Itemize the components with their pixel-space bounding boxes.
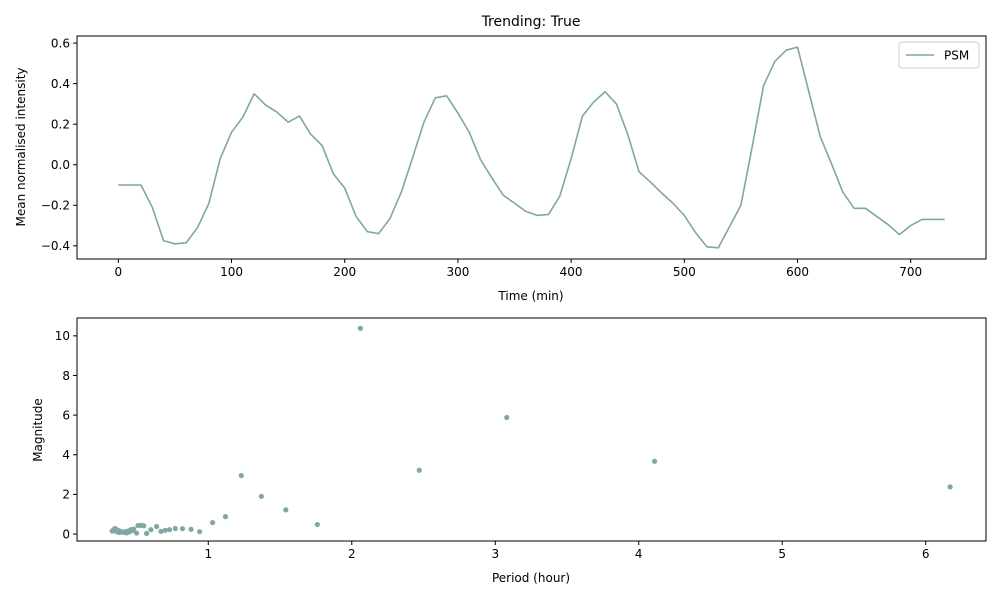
legend-entry-psm: PSM	[944, 49, 969, 63]
top-y-tick-label: −0.2	[41, 199, 70, 213]
top-x-tick-label: 400	[560, 265, 583, 279]
scatter-chart-panel: 1 2 3 4 5 6 0 2 4 6 8 10 Period (hour) Magnitude	[31, 317, 987, 585]
bottom-y-tick-label: 10	[55, 329, 70, 343]
bottom-x-tick-label: 2	[348, 547, 356, 561]
scatter-point	[416, 467, 422, 473]
scatter-point	[154, 523, 160, 530]
bottom-x-tick-label: 6	[922, 547, 930, 561]
bottom-series-layer	[109, 325, 953, 537]
top-x-tick-label: 300	[446, 265, 469, 279]
scatter-point	[143, 530, 150, 537]
top-x-tick-label: 0	[114, 265, 122, 279]
scatter-point	[283, 507, 289, 513]
scatter-point	[162, 527, 168, 533]
bottom-x-axis-label: Period (hour)	[492, 571, 570, 585]
bottom-axis-ticks: 1 2 3 4 5 6 0 2 4 6 8 10	[55, 329, 930, 561]
bottom-y-tick-label: 2	[62, 488, 70, 502]
scatter-point	[148, 527, 154, 533]
scatter-point	[651, 458, 658, 464]
bottom-y-tick-label: 6	[62, 408, 70, 422]
top-y-axis-label: Mean normalised intensity	[14, 68, 28, 227]
top-x-tick-label: 200	[333, 265, 356, 279]
scatter-point	[188, 526, 194, 532]
line-chart-panel: Trending: True 0 100 200 300 400 500 600 700 −0.…	[14, 14, 987, 303]
scatter-point	[314, 521, 320, 528]
top-axes-frame	[76, 35, 987, 260]
series-line-psm	[118, 46, 945, 249]
scatter-point	[258, 493, 264, 499]
top-series-layer	[118, 46, 945, 249]
bottom-y-tick-label: 4	[62, 448, 70, 462]
legend: PSM	[898, 41, 980, 69]
top-axis-ticks: 0 100 200 300 400 500 600 700 −0.4 −0.2 0.0 0.2 0.4 0…	[41, 36, 922, 279]
bottom-x-tick-label: 1	[204, 547, 212, 561]
scatter-point	[197, 529, 203, 535]
top-x-axis-label: Time (min)	[497, 289, 563, 303]
scatter-point	[357, 325, 363, 331]
scatter-point	[210, 519, 216, 526]
scatter-point	[179, 526, 186, 532]
scatter-point	[504, 414, 510, 421]
scatter-point	[238, 472, 244, 479]
bottom-y-tick-label: 0	[62, 527, 70, 541]
top-x-tick-label: 100	[220, 265, 243, 279]
chart-title: Trending: True	[481, 14, 581, 30]
bottom-axes-frame	[76, 317, 987, 542]
bottom-x-tick-label: 5	[778, 547, 786, 561]
bottom-x-tick-label: 4	[635, 547, 643, 561]
top-y-tick-label: −0.4	[41, 239, 70, 253]
bottom-y-axis-label: Magnitude	[31, 398, 45, 462]
scatter-point	[158, 528, 164, 534]
scatter-point	[166, 527, 173, 533]
scatter-point	[131, 526, 137, 532]
top-y-tick-label: 0.6	[51, 36, 70, 50]
top-y-tick-label: 0.4	[51, 77, 70, 91]
bottom-x-tick-label: 3	[491, 547, 499, 561]
top-y-tick-label: 0.2	[51, 117, 70, 131]
top-x-tick-label: 500	[673, 265, 696, 279]
scatter-point	[172, 525, 178, 532]
legend-box	[898, 41, 980, 69]
top-y-tick-label: 0.0	[51, 158, 70, 172]
scatter-point	[133, 530, 140, 536]
scatter-point	[141, 523, 147, 529]
top-x-tick-label: 700	[899, 265, 922, 279]
top-x-tick-label: 600	[786, 265, 809, 279]
scatter-point	[222, 514, 229, 520]
scatter-point	[947, 484, 953, 490]
bottom-y-tick-label: 8	[62, 369, 70, 383]
